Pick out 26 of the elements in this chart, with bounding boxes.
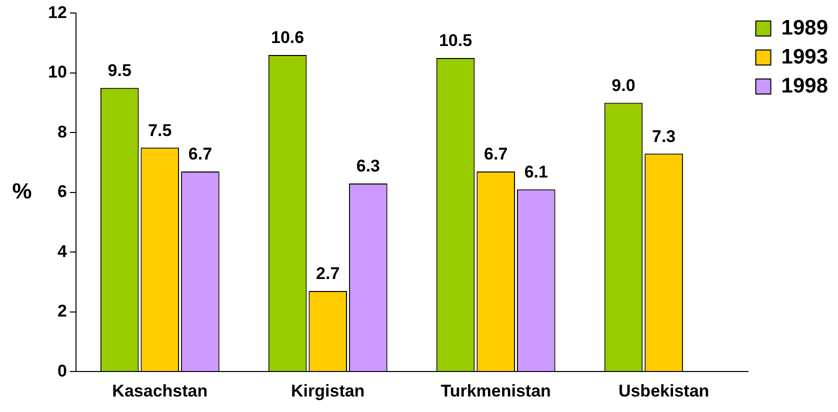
y-tick-label: 10 [48,62,67,82]
y-tick-label: 6 [57,182,67,202]
data-label: 9.5 [108,61,132,80]
x-tick-label: Turkmenistan [440,381,551,400]
data-label: 2.7 [316,264,340,284]
x-tick-label: Usbekistan [618,381,710,400]
y-tick-label: 0 [57,361,67,380]
legend-label: 1993 [781,45,828,68]
y-tick-label: 8 [57,122,67,142]
legend-label: 1989 [781,16,828,40]
data-label: 6.7 [484,144,508,164]
data-label: 10.5 [438,31,472,50]
y-tick-label: 12 [48,2,67,22]
data-label: 10.6 [271,28,304,48]
x-tick-label: Kasachstan [112,381,208,400]
y-axis-title: % [12,178,32,204]
data-label: 6.7 [188,144,212,164]
data-label: 6.1 [524,162,548,182]
data-label: 9.0 [612,76,636,95]
data-label: 6.3 [356,156,380,176]
y-tick-label: 4 [57,242,68,261]
y-tick-label: 2 [57,302,67,321]
x-tick-label: Kirgistan [291,381,365,400]
data-label: 7.5 [148,120,172,140]
legend-label: 1998 [781,74,828,98]
data-label: 7.3 [652,126,676,146]
